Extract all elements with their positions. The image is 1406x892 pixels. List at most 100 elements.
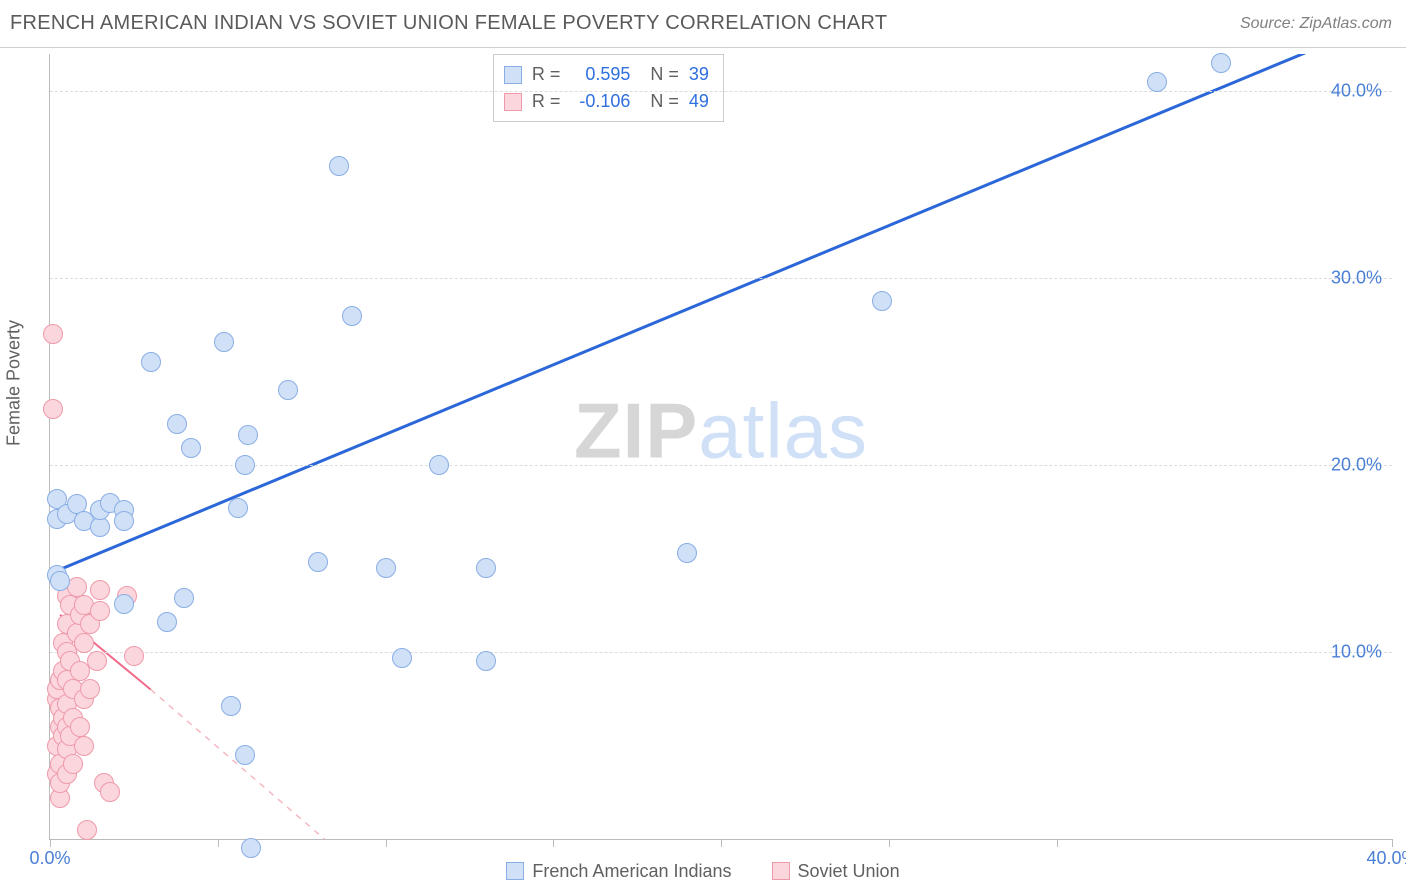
scatter-point-french — [57, 504, 77, 524]
scatter-point-french — [100, 493, 120, 513]
legend-swatch — [772, 862, 790, 880]
x-tick — [1057, 839, 1058, 847]
scatter-point-french — [181, 438, 201, 458]
trend-lines — [50, 54, 1392, 839]
scatter-point-soviet — [94, 773, 114, 793]
scatter-point-french — [214, 332, 234, 352]
legend: French American Indians Soviet Union — [0, 850, 1406, 892]
scatter-point-soviet — [47, 689, 67, 709]
legend-swatch — [506, 862, 524, 880]
stats-n-value: 39 — [689, 61, 709, 88]
stats-r-label: R = — [532, 61, 561, 88]
scatter-point-soviet — [53, 708, 73, 728]
scatter-point-soviet — [57, 670, 77, 690]
gridline-h — [50, 278, 1392, 279]
scatter-point-soviet — [90, 601, 110, 621]
scatter-point-french — [376, 558, 396, 578]
chart-title: FRENCH AMERICAN INDIAN VS SOVIET UNION F… — [10, 12, 887, 35]
scatter-point-soviet — [63, 679, 83, 699]
scatter-point-french — [221, 696, 241, 716]
scatter-point-soviet — [100, 782, 120, 802]
stats-swatch — [504, 66, 522, 84]
scatter-point-soviet — [53, 726, 73, 746]
scatter-point-soviet — [43, 324, 63, 344]
scatter-point-french — [174, 588, 194, 608]
scatter-point-french — [90, 500, 110, 520]
scatter-point-soviet — [50, 717, 70, 737]
scatter-point-french — [90, 517, 110, 537]
scatter-point-soviet — [74, 689, 94, 709]
scatter-point-french — [476, 558, 496, 578]
legend-item: French American Indians — [506, 861, 731, 882]
scatter-point-soviet — [43, 399, 63, 419]
scatter-point-french — [50, 571, 70, 591]
scatter-point-french — [167, 414, 187, 434]
scatter-point-soviet — [57, 739, 77, 759]
scatter-point-soviet — [124, 646, 144, 666]
scatter-point-soviet — [70, 605, 90, 625]
scatter-point-french — [872, 291, 892, 311]
scatter-point-soviet — [77, 820, 97, 840]
scatter-point-soviet — [50, 788, 70, 808]
scatter-point-french — [228, 498, 248, 518]
scatter-point-soviet — [47, 679, 67, 699]
scatter-point-soviet — [53, 661, 73, 681]
scatter-point-french — [235, 745, 255, 765]
scatter-point-soviet — [60, 726, 80, 746]
watermark-atlas: atlas — [698, 386, 868, 474]
scatter-point-soviet — [53, 633, 73, 653]
scatter-point-soviet — [60, 595, 80, 615]
gridline-h — [50, 652, 1392, 653]
scatter-point-french — [392, 648, 412, 668]
scatter-point-soviet — [87, 651, 107, 671]
scatter-point-french — [47, 489, 67, 509]
legend-item: Soviet Union — [772, 861, 900, 882]
scatter-point-french — [308, 552, 328, 572]
x-tick — [1392, 839, 1393, 847]
chart-header: FRENCH AMERICAN INDIAN VS SOVIET UNION F… — [0, 0, 1406, 48]
scatter-point-soviet — [80, 614, 100, 634]
watermark-zip: ZIP — [574, 386, 698, 474]
scatter-point-french — [476, 651, 496, 671]
scatter-point-soviet — [74, 736, 94, 756]
scatter-point-soviet — [74, 595, 94, 615]
scatter-point-soviet — [50, 754, 70, 774]
gridline-h — [50, 91, 1392, 92]
x-tick — [721, 839, 722, 847]
watermark: ZIPatlas — [574, 385, 868, 476]
scatter-point-french — [238, 425, 258, 445]
scatter-point-french — [329, 156, 349, 176]
scatter-point-french — [677, 543, 697, 563]
scatter-point-french — [74, 511, 94, 531]
stats-swatch — [504, 93, 522, 111]
scatter-point-soviet — [63, 754, 83, 774]
scatter-point-soviet — [70, 717, 90, 737]
scatter-point-soviet — [50, 698, 70, 718]
scatter-point-french — [114, 511, 134, 531]
x-tick — [386, 839, 387, 847]
scatter-point-soviet — [117, 586, 137, 606]
x-tick — [50, 839, 51, 847]
stats-box: R =0.595N =39R =-0.106N =49 — [493, 54, 724, 122]
scatter-point-french — [67, 494, 87, 514]
scatter-point-soviet — [57, 764, 77, 784]
scatter-point-soviet — [60, 651, 80, 671]
scatter-point-soviet — [63, 708, 83, 728]
scatter-point-soviet — [74, 633, 94, 653]
scatter-point-french — [114, 500, 134, 520]
plot-area: ZIPatlas R =0.595N =39R =-0.106N =49 10.… — [49, 54, 1392, 840]
scatter-point-soviet — [67, 623, 87, 643]
scatter-point-french — [141, 352, 161, 372]
scatter-point-soviet — [50, 670, 70, 690]
stats-row: R =0.595N =39 — [504, 61, 709, 88]
scatter-point-french — [278, 380, 298, 400]
scatter-point-soviet — [67, 577, 87, 597]
scatter-point-soviet — [57, 717, 77, 737]
scatter-point-french — [1147, 72, 1167, 92]
scatter-point-french — [342, 306, 362, 326]
x-tick — [889, 839, 890, 847]
scatter-point-soviet — [57, 614, 77, 634]
legend-label: French American Indians — [532, 861, 731, 882]
scatter-point-soviet — [90, 580, 110, 600]
scatter-point-soviet — [70, 661, 90, 681]
